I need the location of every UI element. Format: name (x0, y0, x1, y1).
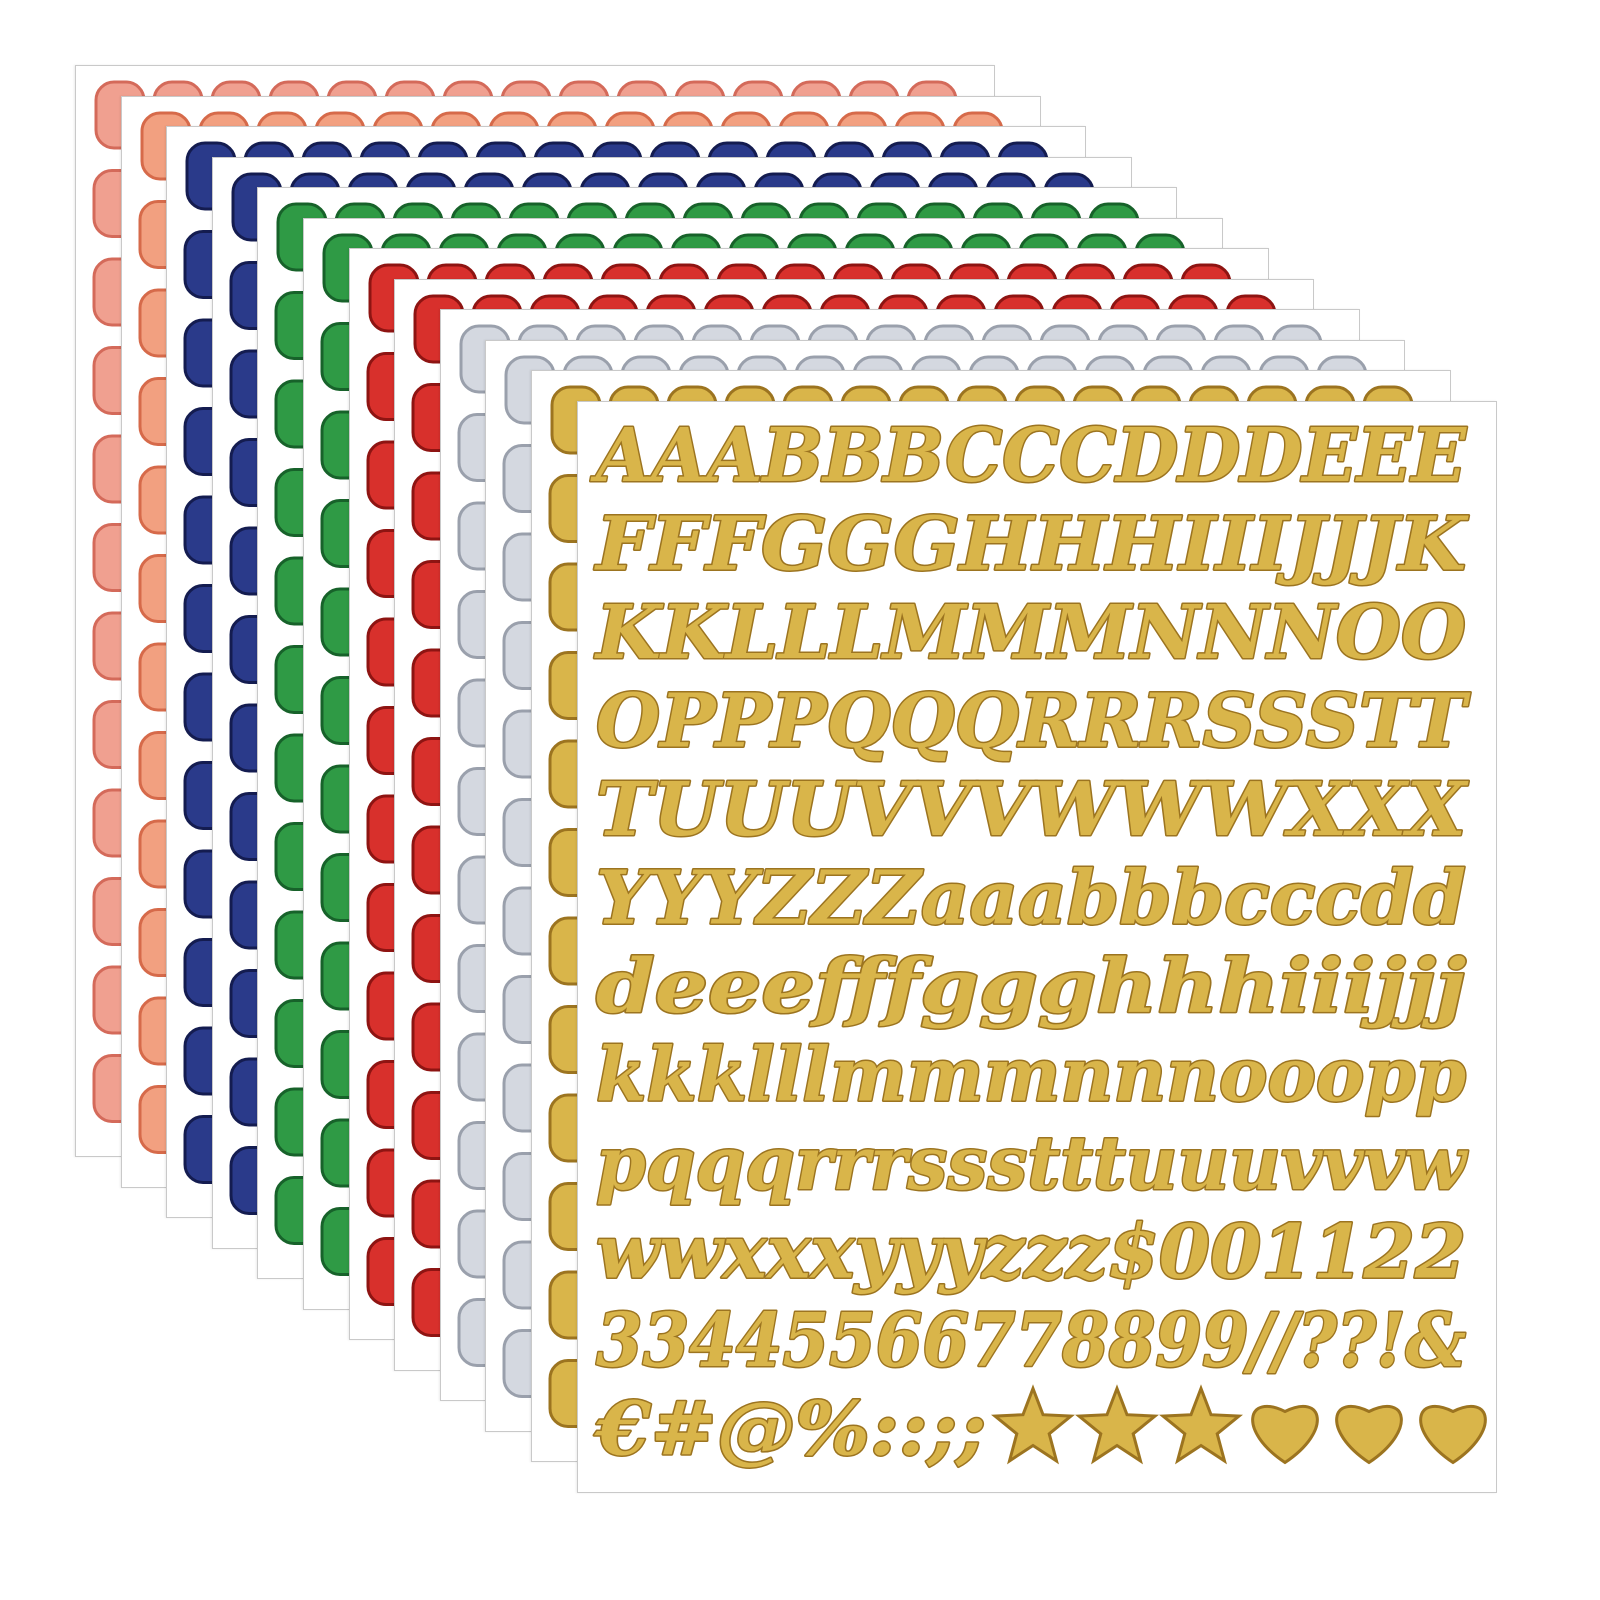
sticker-row: deeefffggghhhiiijjj (596, 944, 1466, 1030)
star-icon (990, 1383, 1075, 1464)
sticker-row: FFFGGGHHHIIIJJJK (593, 501, 1468, 587)
heart-icon (1418, 1404, 1487, 1464)
sticker-row: 33445566778899//??!& (596, 1298, 1466, 1384)
heart-icon (1250, 1404, 1319, 1464)
heart-icon (1334, 1404, 1403, 1464)
sticker-row: YYYZZZaaabbbcccdd (596, 855, 1466, 941)
sticker-row: AAABBBCCCDDDEEE (590, 413, 1467, 499)
sticker-row: TUUUVVVWWWXXX (596, 767, 1469, 853)
star-icon (1158, 1383, 1243, 1464)
sticker-row: KKLLLMMMNNNOO (594, 590, 1466, 676)
sticker-row: pqqqrrrssstttuuuvvvw (596, 1121, 1468, 1207)
sticker-row: wwxxxyyyzzz$001122 (596, 1209, 1466, 1295)
star-icon (1074, 1383, 1159, 1464)
sticker-row: €#@%::;; (593, 1386, 985, 1472)
sticker-row: OPPPQQQRRRSSSTT (596, 678, 1471, 764)
sticker-row: kkklllmmmnnnooopp (596, 1032, 1466, 1118)
sticker-sheet-gold: AAABBBCCCDDDEEE FFFGGGHHHIIIJJJK KKLLLMMMN… (576, 400, 1497, 1493)
